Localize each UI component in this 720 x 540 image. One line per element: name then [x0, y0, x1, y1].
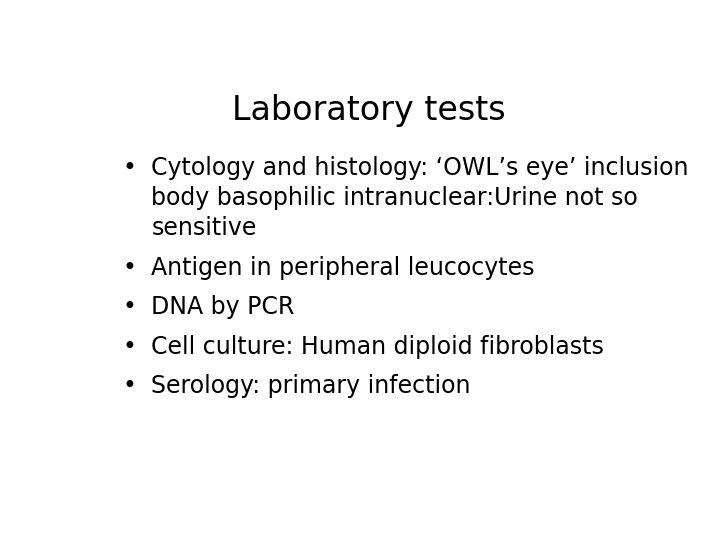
- Text: •: •: [122, 156, 136, 180]
- Text: Serology: primary infection: Serology: primary infection: [151, 374, 471, 398]
- Text: body basophilic intranuclear:Urine not so: body basophilic intranuclear:Urine not s…: [151, 186, 638, 210]
- Text: •: •: [122, 374, 136, 398]
- Text: •: •: [122, 255, 136, 280]
- Text: Antigen in peripheral leucocytes: Antigen in peripheral leucocytes: [151, 255, 535, 280]
- Text: DNA by PCR: DNA by PCR: [151, 295, 294, 319]
- Text: •: •: [122, 335, 136, 359]
- Text: sensitive: sensitive: [151, 216, 257, 240]
- Text: •: •: [122, 295, 136, 319]
- Text: Cytology and histology: ‘OWL’s eye’ inclusion: Cytology and histology: ‘OWL’s eye’ incl…: [151, 156, 689, 180]
- Text: Laboratory tests: Laboratory tests: [232, 94, 506, 127]
- Text: Cell culture: Human diploid fibroblasts: Cell culture: Human diploid fibroblasts: [151, 335, 604, 359]
